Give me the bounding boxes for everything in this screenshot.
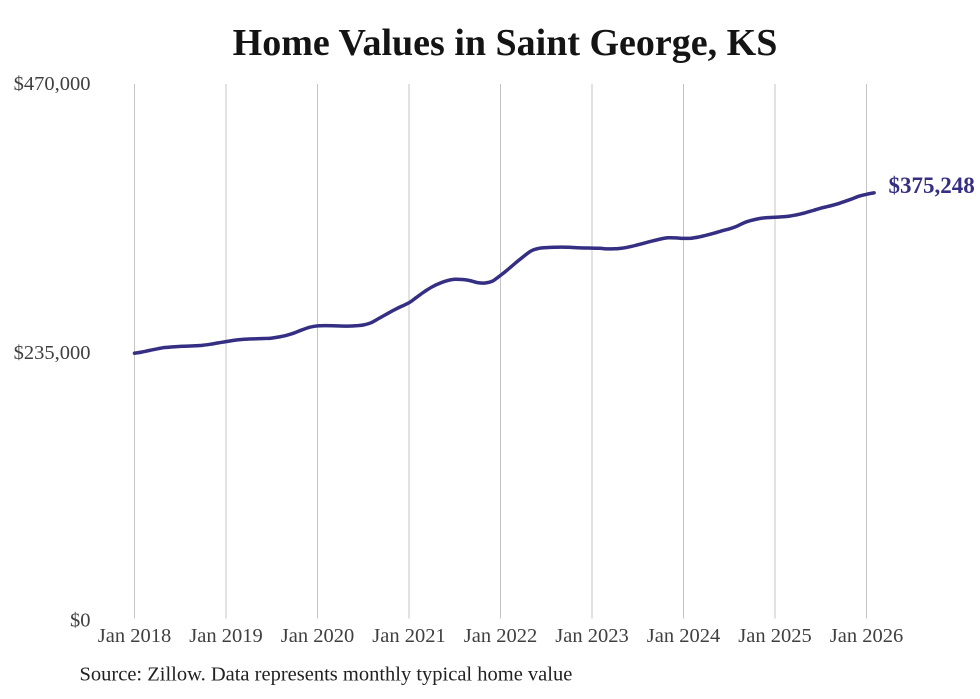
svg-text:$0: $0 <box>70 610 91 632</box>
svg-text:Jan 2024: Jan 2024 <box>647 625 720 647</box>
svg-text:Jan 2018: Jan 2018 <box>98 625 171 647</box>
svg-text:Jan 2020: Jan 2020 <box>281 625 354 647</box>
svg-text:Jan 2022: Jan 2022 <box>464 625 537 647</box>
svg-text:Jan 2025: Jan 2025 <box>738 625 811 647</box>
svg-text:$235,000: $235,000 <box>14 342 91 364</box>
svg-text:Jan 2021: Jan 2021 <box>372 625 445 647</box>
svg-text:$375,248: $375,248 <box>889 173 975 198</box>
svg-text:Jan 2023: Jan 2023 <box>555 625 628 647</box>
svg-text:$470,000: $470,000 <box>14 73 91 95</box>
svg-text:Jan 2026: Jan 2026 <box>830 625 903 647</box>
svg-text:Source: Zillow. Data represent: Source: Zillow. Data represents monthly … <box>80 664 573 686</box>
svg-text:Jan 2019: Jan 2019 <box>189 625 262 647</box>
svg-text:Home Values in Saint George, K: Home Values in Saint George, KS <box>233 22 778 64</box>
